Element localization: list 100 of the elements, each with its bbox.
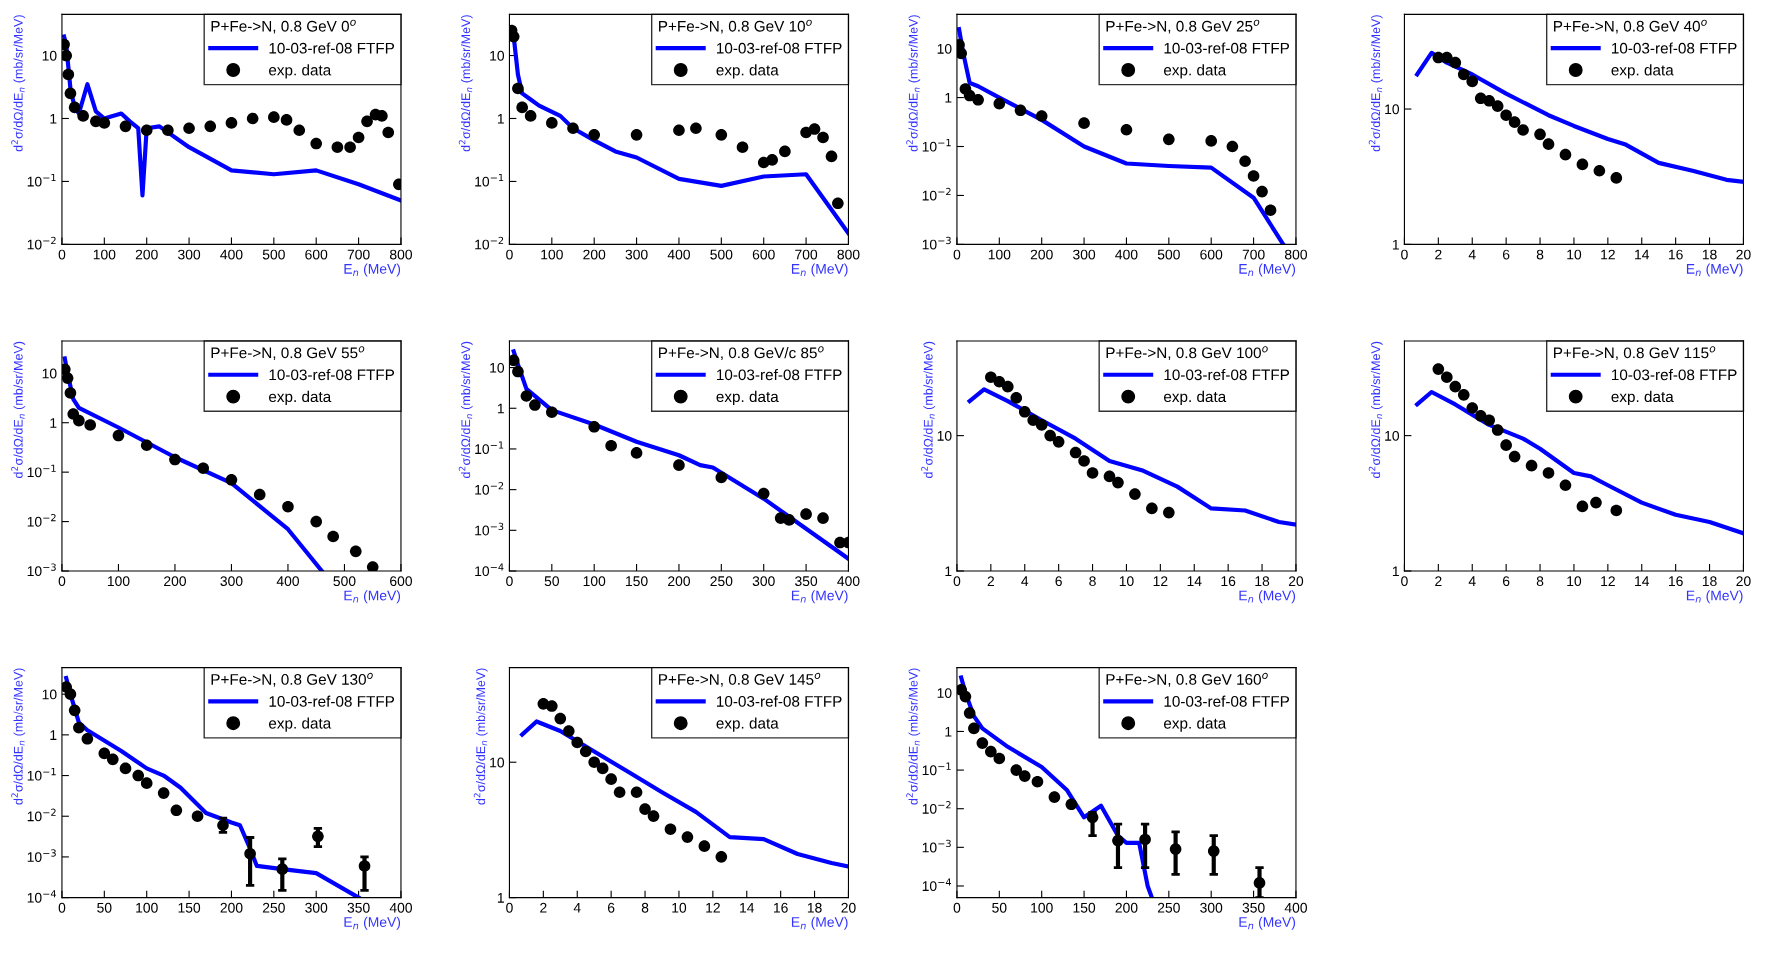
x-tick-label: 16	[773, 902, 788, 913]
point	[1256, 185, 1268, 198]
point	[1010, 392, 1023, 404]
point	[1559, 479, 1572, 492]
x-tick-label: 0	[58, 902, 66, 913]
x-tick-label: 4	[573, 902, 581, 913]
y-tick-label: 10$^{−1}$	[27, 768, 56, 781]
x-tick-label: 400	[1284, 902, 1307, 913]
x-tick-label: 10	[1567, 249, 1582, 260]
x-tick-label: 4	[1021, 576, 1029, 586]
legend-title: P+Fe->N, 0.8 GeV 55$^{o}$	[211, 346, 365, 361]
point	[64, 688, 77, 700]
point	[119, 120, 132, 133]
legend-title: P+Fe->N, 0.8 GeV 130$^{o}$	[211, 672, 373, 687]
point	[825, 150, 838, 163]
x-axis-title: E$_{n}$ (MeV)	[344, 916, 401, 930]
x-tick-label: 100	[541, 249, 563, 260]
point	[546, 117, 558, 129]
point	[98, 747, 111, 760]
y-tick-label: 10$^{−3}$	[27, 563, 56, 577]
point	[64, 87, 77, 100]
point	[1593, 164, 1606, 177]
legend-label: 10-03-ref-08 FTFP	[717, 42, 842, 54]
x-tick-label: 2	[1435, 249, 1442, 260]
legend-title: P+Fe->N, 0.8 GeV 40$^{o}$	[1554, 19, 1707, 34]
point	[61, 372, 74, 384]
x-tick-label: 0	[953, 249, 961, 260]
legend-label: exp. data	[716, 390, 779, 406]
y-tick-label: 1	[1392, 566, 1399, 577]
x-tick-label: 100	[93, 249, 116, 260]
legend-title: P+Fe->N, 0.8 GeV 10$^{o}$	[659, 19, 812, 34]
y-tick-label: 10$^{−4}$	[27, 890, 57, 903]
x-tick-label: 50	[992, 902, 1007, 913]
point	[524, 110, 537, 122]
point	[1069, 446, 1082, 459]
point	[1449, 380, 1462, 393]
y-tick-label: 1	[50, 113, 57, 124]
point	[698, 840, 711, 852]
y-tick-label: 10$^{−2}$	[922, 187, 951, 201]
x-tick-label: 300	[220, 576, 243, 587]
x-tick-label: 12	[1153, 576, 1168, 586]
y-tick-label: 1	[945, 726, 952, 737]
legend-title: P+Fe->N, 0.8 GeV 160$^{o}$	[1106, 672, 1268, 687]
x-tick-label: 50	[544, 576, 559, 587]
y-tick-label: 10	[490, 362, 505, 373]
point	[509, 354, 520, 367]
legend-label: exp. data	[1611, 64, 1674, 79]
y-axis-title: d$^{2}$σ/dΩ/dE$_{n}$ (mb/sr/MeV)	[11, 668, 26, 805]
line-series	[1415, 389, 1744, 536]
point	[681, 831, 694, 843]
x-tick-label: 12	[1601, 249, 1615, 260]
y-tick-label: 10$^{−3}$	[922, 839, 951, 853]
point	[1018, 770, 1031, 782]
point	[169, 453, 181, 466]
point	[985, 371, 997, 384]
point	[664, 823, 677, 836]
x-tick-label: 0	[58, 249, 66, 260]
x-tick-label: 700	[1242, 249, 1265, 260]
y-axis-title: d$^{2}$σ/dΩ/dE$_{n}$ (mb/sr/MeV)	[1368, 341, 1383, 478]
point	[605, 773, 617, 785]
point	[1120, 123, 1133, 136]
point	[1559, 148, 1572, 161]
point	[119, 762, 132, 775]
x-tick-label: 8	[1536, 576, 1544, 587]
point	[1441, 51, 1453, 64]
point	[81, 732, 94, 745]
point	[1207, 845, 1220, 857]
point	[993, 752, 1006, 765]
point	[68, 704, 81, 717]
point	[77, 110, 89, 122]
x-tick-label: 700	[795, 249, 818, 260]
x-tick-label: 4	[1468, 576, 1476, 586]
x-tick-label: 250	[262, 902, 285, 913]
point	[1146, 502, 1158, 515]
y-tick-label: 10$^{−2}$	[922, 801, 951, 814]
point	[327, 530, 339, 543]
x-tick-label: 20	[1736, 576, 1751, 587]
point	[1508, 116, 1521, 128]
point	[1048, 791, 1061, 803]
y-axis-title: d$^{2}$σ/dΩ/dE$_{n}$ (mb/sr/MeV)	[921, 341, 936, 478]
legend-title: P+Fe->N, 0.8 GeV 100$^{o}$	[1106, 346, 1268, 361]
point	[1432, 363, 1445, 375]
x-tick-label: 16	[1221, 576, 1236, 587]
legend-label: exp. data	[1611, 390, 1674, 406]
y-tick-label: 10$^{−2}$	[27, 236, 56, 250]
legend-label: exp. data	[1164, 64, 1227, 79]
point	[779, 145, 791, 158]
point	[630, 786, 643, 799]
x-tick-label: 6	[1502, 576, 1510, 587]
y-axis-title: d$^{2}$σ/dΩ/dE$_{n}$ (mb/sr/MeV)	[458, 15, 473, 152]
x-tick-label: 0	[953, 576, 961, 587]
point	[140, 777, 153, 789]
point	[1253, 877, 1266, 889]
point	[1031, 775, 1044, 788]
y-tick-label: 10$^{−2}$	[27, 808, 56, 822]
point	[225, 473, 238, 486]
x-axis-title: E$_{n}$ (MeV)	[1239, 263, 1296, 277]
point	[197, 462, 210, 475]
point	[204, 120, 217, 133]
line-series	[967, 387, 1296, 527]
